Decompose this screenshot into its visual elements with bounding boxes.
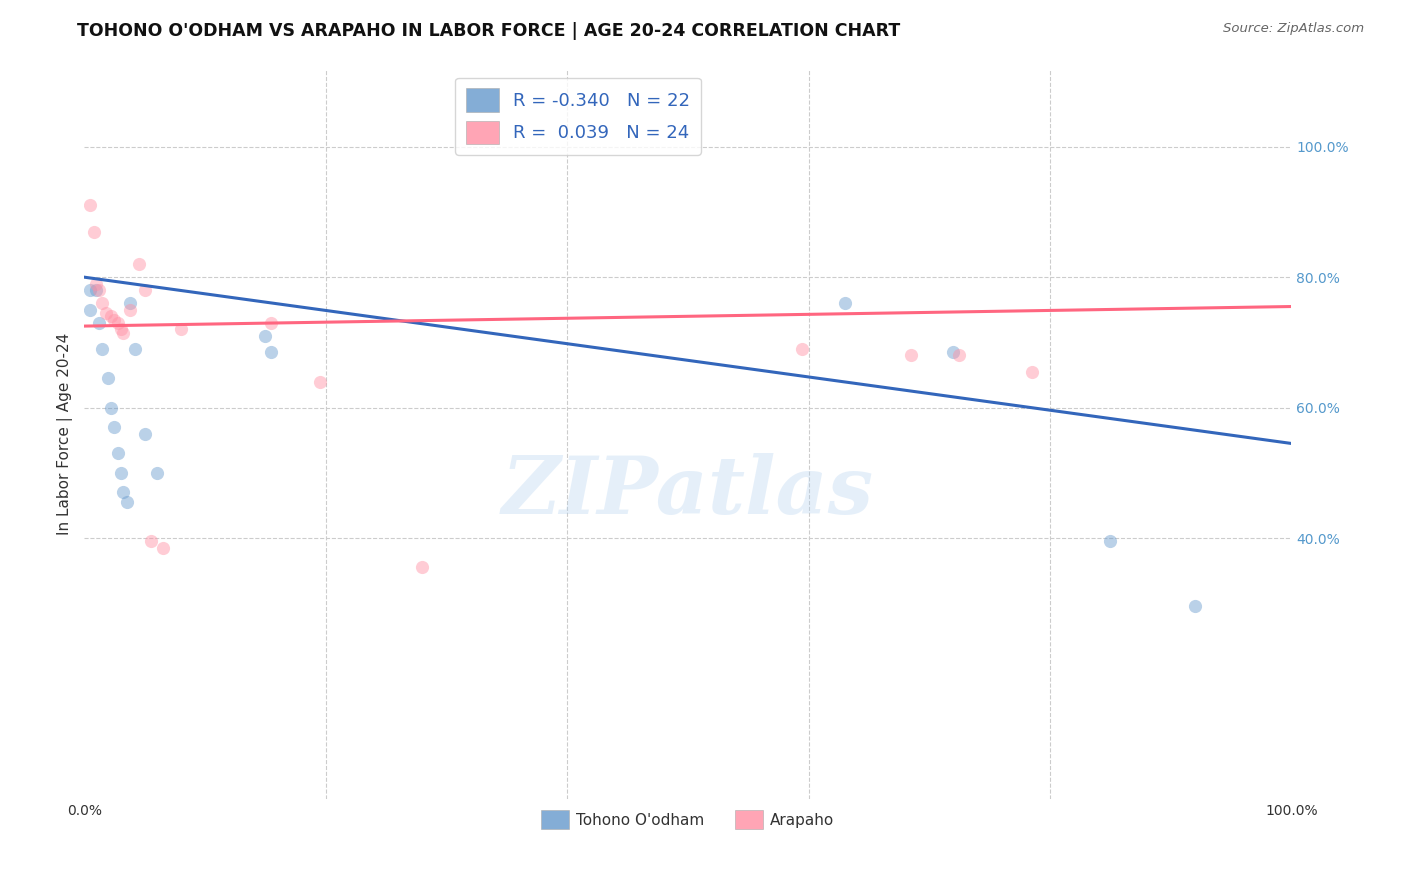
Point — [170, 322, 193, 336]
Point — [411, 560, 433, 574]
Point — [139, 534, 162, 549]
Point — [94, 306, 117, 320]
Point — [86, 283, 108, 297]
Point — [1099, 534, 1122, 549]
Point — [86, 277, 108, 291]
Point — [254, 329, 277, 343]
Point — [145, 466, 167, 480]
Point — [97, 371, 120, 385]
Point — [128, 257, 150, 271]
Point — [834, 296, 856, 310]
Point — [100, 401, 122, 415]
Point — [115, 495, 138, 509]
Point — [103, 312, 125, 326]
Text: Source: ZipAtlas.com: Source: ZipAtlas.com — [1223, 22, 1364, 36]
Point — [120, 302, 142, 317]
Point — [79, 302, 101, 317]
Point — [87, 283, 110, 297]
Point — [79, 283, 101, 297]
Point — [83, 225, 105, 239]
Point — [79, 198, 101, 212]
Legend: Tohono O'odham, Arapaho: Tohono O'odham, Arapaho — [536, 805, 841, 835]
Point — [948, 348, 970, 362]
Point — [792, 342, 814, 356]
Text: TOHONO O'ODHAM VS ARAPAHO IN LABOR FORCE | AGE 20-24 CORRELATION CHART: TOHONO O'ODHAM VS ARAPAHO IN LABOR FORCE… — [77, 22, 901, 40]
Point — [942, 345, 965, 359]
Point — [120, 296, 142, 310]
Point — [87, 316, 110, 330]
Point — [111, 326, 134, 340]
Point — [134, 426, 156, 441]
Point — [111, 485, 134, 500]
Point — [260, 316, 283, 330]
Point — [100, 310, 122, 324]
Point — [107, 446, 129, 460]
Point — [260, 345, 283, 359]
Point — [1184, 599, 1206, 614]
Y-axis label: In Labor Force | Age 20-24: In Labor Force | Age 20-24 — [58, 333, 73, 535]
Point — [110, 466, 132, 480]
Text: ZIPatlas: ZIPatlas — [502, 453, 875, 531]
Point — [103, 420, 125, 434]
Point — [91, 342, 114, 356]
Point — [110, 322, 132, 336]
Point — [91, 296, 114, 310]
Point — [308, 375, 330, 389]
Point — [1021, 365, 1043, 379]
Point — [152, 541, 174, 555]
Point — [107, 316, 129, 330]
Point — [900, 348, 922, 362]
Point — [134, 283, 156, 297]
Point — [124, 342, 146, 356]
